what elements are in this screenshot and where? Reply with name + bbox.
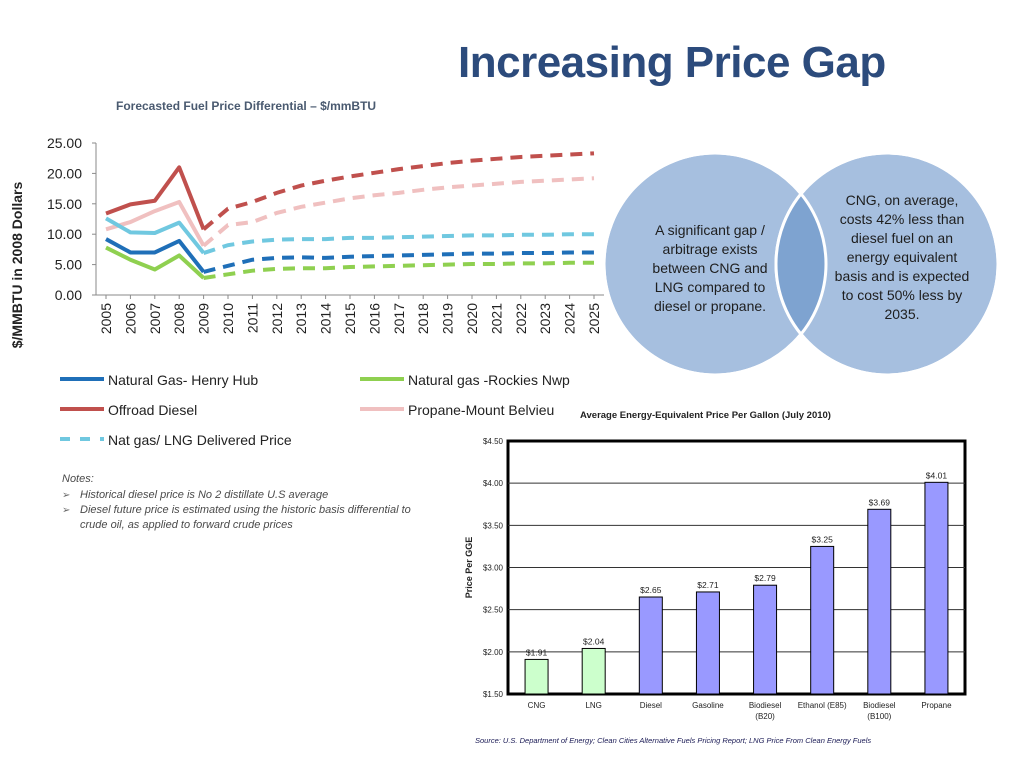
bar xyxy=(810,545,835,695)
series-line-forecast xyxy=(203,250,594,274)
bar xyxy=(924,481,949,695)
source-note: Source: U.S. Department of Energy; Clean… xyxy=(475,736,872,745)
line-chart-title: Forecasted Fuel Price Differential – $/m… xyxy=(116,99,377,113)
x-tick-label: 2011 xyxy=(244,303,260,333)
y-axis-label: Price Per GGE xyxy=(464,537,474,599)
series-line-historical xyxy=(105,245,205,280)
x-tick-label: Propane xyxy=(921,701,952,710)
x-tick-label: 2021 xyxy=(488,303,504,334)
notes: Notes: ➢ Historical diesel price is No 2 … xyxy=(62,472,422,533)
x-tick-label: 2010 xyxy=(220,303,236,334)
series-line-forecast xyxy=(202,151,595,231)
venn-diagram xyxy=(602,151,1000,377)
series-line-historical xyxy=(105,216,206,255)
note-text: Diesel future price is estimated using t… xyxy=(80,504,411,531)
series-line-forecast xyxy=(202,176,595,248)
bar xyxy=(524,658,549,695)
y-tick-label: $2.00 xyxy=(483,648,504,657)
x-tick-label: 2006 xyxy=(122,303,138,334)
y-tick-label: 0.00 xyxy=(55,287,82,303)
x-tick-label: CNG xyxy=(528,701,546,710)
legend-label: Offroad Diesel xyxy=(108,402,197,418)
legend-label: Propane-Mount Belvieu xyxy=(408,402,554,418)
bar xyxy=(867,508,892,695)
y-tick-label: $4.50 xyxy=(483,437,504,446)
x-tick-label: Biodiesel xyxy=(863,701,896,710)
x-tick-label: 2014 xyxy=(318,303,334,334)
series-line-historical xyxy=(105,237,206,274)
bar-value-label: $2.71 xyxy=(697,580,719,590)
notes-heading: Notes: xyxy=(62,473,94,485)
x-tick-label: 2020 xyxy=(464,303,480,334)
line-chart: 0.00 5.00 10.00 15.00 20.00 25.00 2005 2006 2007… xyxy=(9,135,604,448)
y-tick-label: $4.00 xyxy=(483,479,504,488)
x-tick-label: Ethanol (E85) xyxy=(798,701,847,710)
x-tick-label: 2007 xyxy=(147,303,163,334)
bar-value-label: $2.79 xyxy=(754,573,776,583)
series-line-historical xyxy=(105,165,206,231)
x-tick-label: LNG xyxy=(585,701,601,710)
bar-value-label: $4.01 xyxy=(926,470,948,480)
series-line-forecast xyxy=(203,260,594,280)
x-tick-label: 2016 xyxy=(366,303,382,334)
x-tick-label: 2012 xyxy=(269,303,285,334)
x-tick-label: Gasoline xyxy=(692,701,724,710)
y-tick-label: $3.50 xyxy=(483,521,504,530)
bar xyxy=(753,584,778,695)
legend-label: Nat gas/ LNG Delivered Price xyxy=(108,432,292,448)
x-tick-label: 2005 xyxy=(98,303,114,334)
x-tick-label: 2017 xyxy=(391,303,407,334)
note-item: ➢ Diesel future price is estimated using … xyxy=(62,503,422,533)
note-item: ➢ Historical diesel price is No 2 distill… xyxy=(62,488,422,503)
series-line-forecast xyxy=(202,232,594,255)
y-tick-label: $2.50 xyxy=(483,606,504,615)
legend-label: Natural Gas- Henry Hub xyxy=(108,372,258,388)
y-tick-label: 15.00 xyxy=(47,196,82,212)
x-tick-label: (B20) xyxy=(755,712,775,721)
x-tick-label: Diesel xyxy=(640,701,662,710)
arrow-bullet-icon: ➢ xyxy=(62,490,71,501)
arrow-bullet-icon: ➢ xyxy=(62,505,71,516)
x-tick-label: 2008 xyxy=(171,303,187,334)
y-tick-label: 20.00 xyxy=(47,165,82,181)
x-tick-label: 2015 xyxy=(342,303,358,334)
venn-right-text: CNG, on average, costs 42% less than die… xyxy=(834,192,970,322)
bar xyxy=(638,596,663,695)
x-tick-label: 2013 xyxy=(293,303,309,334)
bar xyxy=(581,647,606,695)
y-tick-label: 5.00 xyxy=(55,257,82,273)
x-tick-label: 2019 xyxy=(440,303,456,334)
slide-title: Increasing Price Gap xyxy=(458,38,886,87)
x-tick-label: 2023 xyxy=(537,303,553,334)
bar-value-label: $1.91 xyxy=(526,647,548,657)
x-tick-label: 2018 xyxy=(415,303,431,334)
x-tick-label: 2022 xyxy=(513,303,529,334)
bar xyxy=(695,591,720,695)
legend-label: Natural gas -Rockies Nwp xyxy=(408,372,570,388)
note-text: Historical diesel price is No 2 distilla… xyxy=(80,489,329,501)
y-axis-label: $/MMBTU in 2008 Dollars xyxy=(9,182,25,349)
x-tick-label: 2009 xyxy=(196,303,212,334)
x-tick-label: 2024 xyxy=(562,303,578,334)
bar-value-label: $3.25 xyxy=(812,534,834,544)
bar-value-label: $2.65 xyxy=(640,585,662,595)
x-tick-label: (B100) xyxy=(867,712,891,721)
series-line-historical xyxy=(105,199,206,247)
bar-value-label: $3.69 xyxy=(869,497,891,507)
y-tick-label: 10.00 xyxy=(47,226,82,242)
bar-chart: $1.50 $2.00 $2.50 $3.00 $3.50 $4.00 $4.50 Price… xyxy=(464,437,967,721)
y-tick-label: $1.50 xyxy=(483,690,504,699)
y-tick-label: 25.00 xyxy=(47,135,82,151)
bar-value-label: $2.04 xyxy=(583,636,605,646)
bar-chart-title: Average Energy-Equivalent Price Per Gall… xyxy=(580,410,831,421)
x-tick-label: 2025 xyxy=(586,303,602,334)
y-tick-label: $3.00 xyxy=(483,564,504,573)
x-tick-label: Biodiesel xyxy=(749,701,782,710)
venn-left-text: A significant gap / arbitrage exists bet… xyxy=(652,222,768,314)
